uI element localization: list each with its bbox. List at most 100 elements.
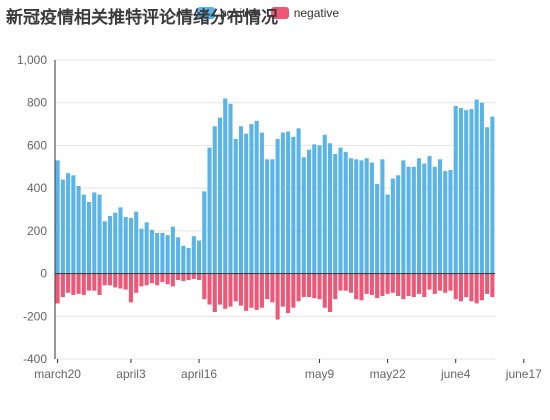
bar-positive <box>354 159 359 274</box>
bar-negative <box>92 273 97 291</box>
bar-negative <box>244 273 249 311</box>
bar-negative <box>66 273 71 293</box>
bar-negative <box>202 273 207 300</box>
bar-negative <box>369 273 374 295</box>
bar-positive <box>244 133 249 274</box>
bar-negative <box>312 273 317 299</box>
bar-positive <box>322 134 327 274</box>
bar-negative <box>81 273 86 295</box>
bar-positive <box>385 194 390 274</box>
bar-negative <box>186 273 191 280</box>
bar-negative <box>113 273 118 288</box>
bar-positive <box>181 245 186 274</box>
bar-positive <box>102 221 107 274</box>
bar-positive <box>396 175 401 274</box>
y-tick-label: 800 <box>27 96 47 110</box>
legend-swatch-negative <box>270 7 289 19</box>
bar-positive <box>427 156 432 274</box>
bar-positive <box>233 139 238 274</box>
bar-negative <box>270 273 275 303</box>
bar-positive <box>107 215 113 274</box>
bar-negative <box>55 273 60 304</box>
x-tick-label: may22 <box>370 367 406 381</box>
bar-positive <box>286 131 291 274</box>
bar-positive <box>254 120 259 274</box>
bar-negative <box>259 273 264 308</box>
bar-positive <box>448 169 453 274</box>
x-tick-label: june4 <box>440 367 471 381</box>
bar-positive <box>270 159 275 274</box>
bar-positive <box>249 124 254 274</box>
bar-positive <box>170 226 175 274</box>
bar-positive <box>422 163 427 274</box>
bar-negative <box>71 273 76 295</box>
bar-negative <box>327 273 333 313</box>
bar-positive <box>144 222 149 274</box>
bar-negative <box>60 273 65 298</box>
bar-positive <box>76 186 81 274</box>
bar-negative <box>144 273 149 286</box>
legend-item-negative[interactable]: negative <box>270 6 339 20</box>
bar-negative <box>123 273 128 290</box>
bar-negative <box>406 273 411 296</box>
legend-swatch-positive <box>197 7 215 19</box>
bar-positive <box>212 126 217 274</box>
bar-negative <box>437 273 443 291</box>
bar-positive <box>401 160 406 274</box>
bar-positive <box>485 127 490 274</box>
bar-negative <box>228 273 233 307</box>
bar-positive <box>291 136 296 274</box>
bar-positive <box>259 132 264 274</box>
bar-negative <box>307 273 312 298</box>
bar-negative <box>265 273 270 300</box>
bar-positive <box>490 116 495 274</box>
bar-negative <box>396 273 401 296</box>
bar-positive <box>81 194 86 274</box>
bar-positive <box>479 102 484 274</box>
y-tick-label: 1,000 <box>17 53 47 67</box>
bar-negative <box>464 273 469 298</box>
bar-negative <box>469 273 474 302</box>
bar-negative <box>165 273 170 285</box>
bar-negative <box>139 273 144 287</box>
bar-negative <box>453 273 458 300</box>
y-tick-label: 400 <box>27 181 47 195</box>
bar-negative <box>359 273 364 301</box>
bar-negative <box>448 273 453 291</box>
bar-positive <box>92 192 97 274</box>
bar-negative <box>118 273 123 289</box>
y-tick-label: -400 <box>23 352 47 366</box>
bar-negative <box>191 273 196 279</box>
bar-positive <box>474 99 479 274</box>
bar-positive <box>417 158 422 274</box>
legend-item-positive[interactable]: positive <box>197 6 261 20</box>
x-tick-label: may9 <box>305 367 335 381</box>
bar-positive <box>369 162 374 274</box>
bar-positive <box>327 143 333 274</box>
y-tick-label: 600 <box>27 138 47 152</box>
bar-negative <box>443 273 448 293</box>
bar-positive <box>238 126 243 274</box>
bar-positive <box>197 240 202 274</box>
bar-positive <box>343 151 348 274</box>
bar-negative <box>348 273 353 293</box>
bar-negative <box>317 273 322 300</box>
bar-negative <box>97 273 102 295</box>
bar-positive <box>333 153 338 274</box>
bar-positive <box>139 228 144 274</box>
bar-positive <box>338 147 343 274</box>
bar-negative <box>401 273 406 300</box>
bar-positive <box>87 202 92 274</box>
bar-positive <box>228 103 233 274</box>
bar-positive <box>375 183 380 274</box>
bar-negative <box>155 273 160 286</box>
bar-negative <box>432 273 437 294</box>
bar-positive <box>406 166 411 274</box>
bar-negative <box>197 273 202 280</box>
bar-negative <box>322 273 327 308</box>
bar-positive <box>301 157 306 274</box>
bar-negative <box>417 273 422 294</box>
bar-negative <box>280 273 285 307</box>
bar-negative <box>411 273 416 298</box>
bar-negative <box>149 273 154 284</box>
